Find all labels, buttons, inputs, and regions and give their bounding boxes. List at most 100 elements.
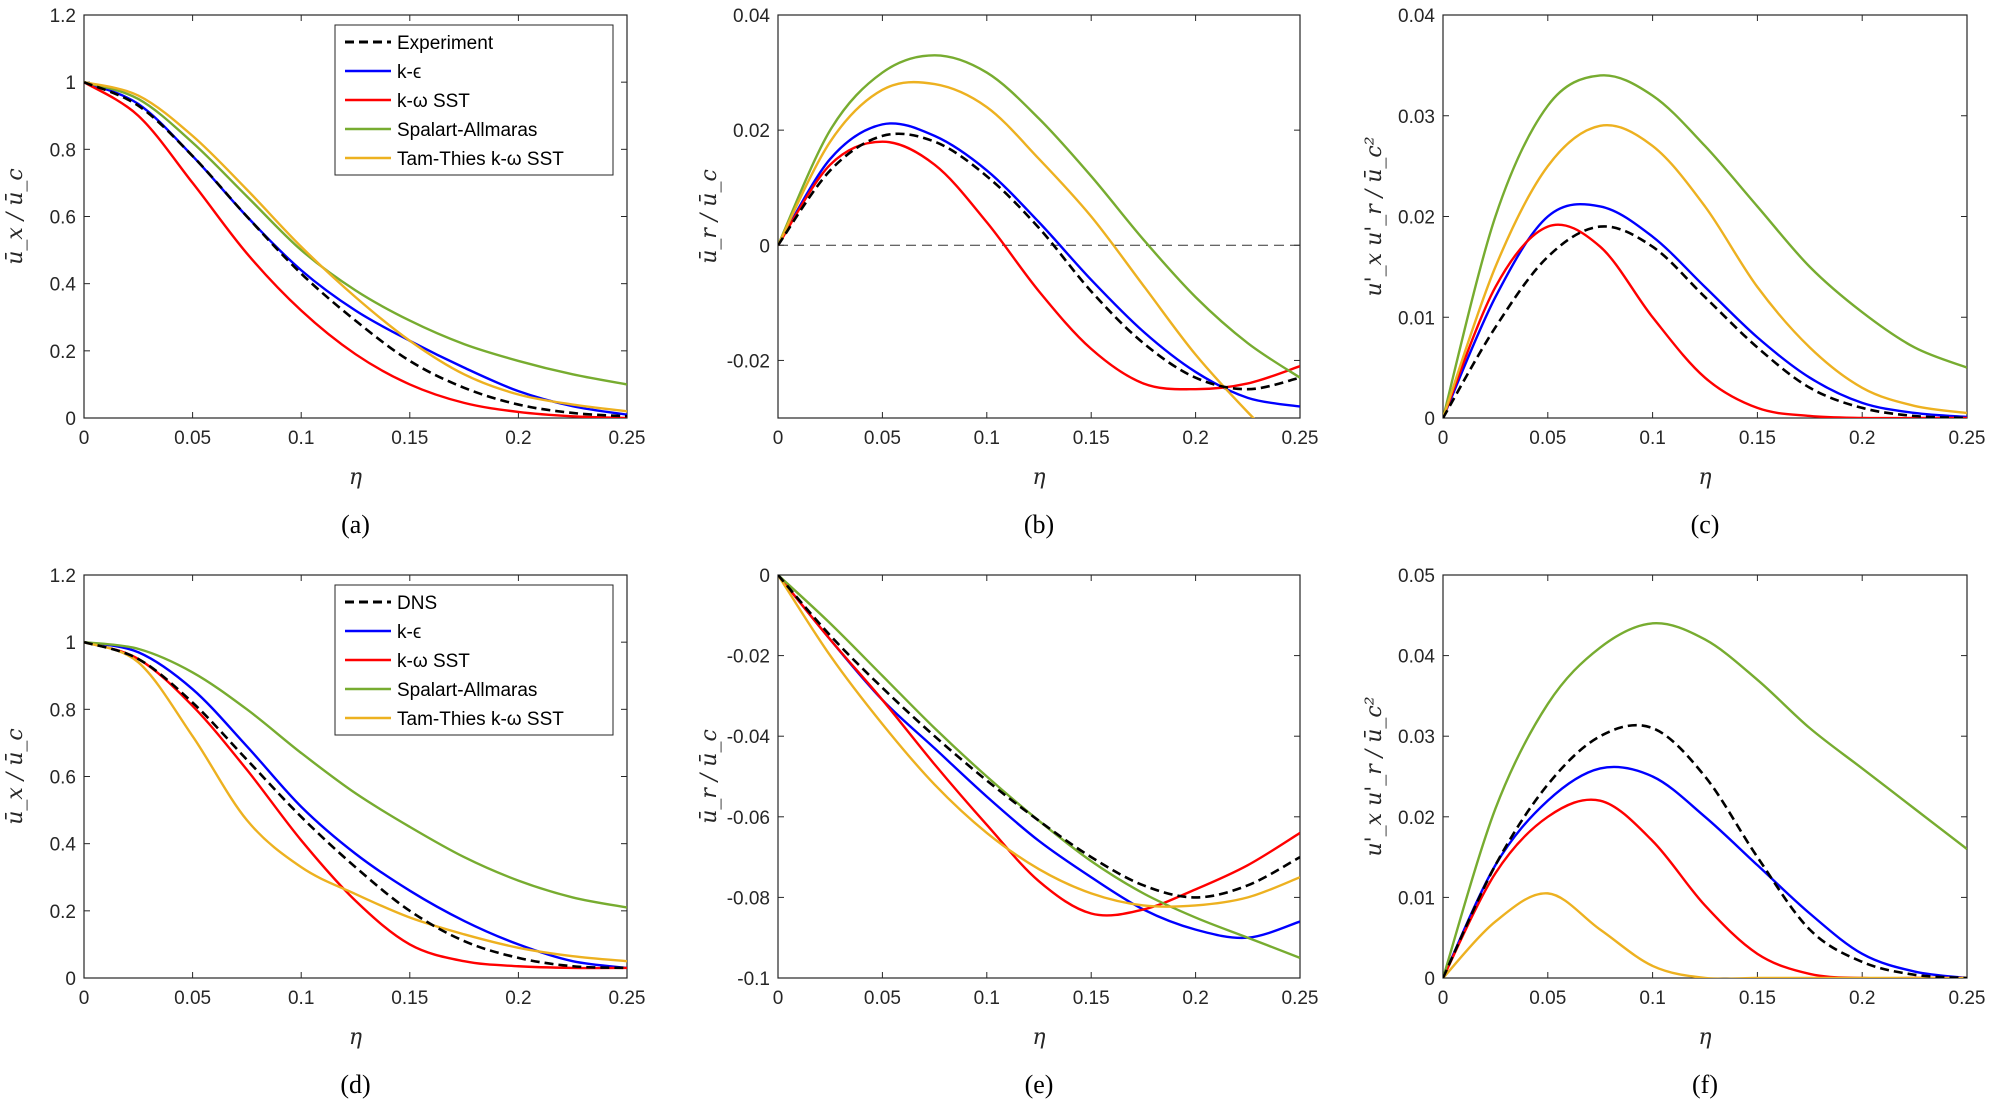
y-tick-label: 0 — [65, 969, 76, 990]
y-tick-label: 0.8 — [50, 140, 76, 161]
y-tick-label: -0.02 — [727, 351, 770, 372]
x-tick-label: 0.15 — [1073, 428, 1110, 449]
panel-caption: (b) — [1024, 510, 1054, 539]
legend-label-k: k-ϵ — [397, 622, 421, 643]
panel-caption: (a) — [341, 510, 370, 539]
x-tick-label: 0.25 — [1949, 428, 1986, 449]
plot-area — [778, 54, 1300, 418]
legend-label-k-sst: k-ω SST — [397, 91, 470, 112]
x-tick-label: 0.2 — [505, 988, 531, 1009]
series-line-tam-thies-k-sst — [84, 81, 627, 413]
series-line-k-sst — [84, 81, 627, 418]
panel-caption: (c) — [1691, 510, 1720, 539]
x-tick-label: 0.15 — [391, 428, 428, 449]
legend-label-experiment: Experiment — [397, 33, 494, 54]
x-tick-label: 0.05 — [174, 428, 211, 449]
series-line-tam-thies-k-sst — [1443, 123, 1967, 418]
axes-frame — [1442, 14, 1968, 419]
y-tick-label: 1.2 — [50, 6, 76, 27]
series-line-experiment — [84, 80, 627, 418]
x-tick-label: 0.1 — [1639, 428, 1665, 449]
x-tick-label: 0.25 — [1949, 988, 1986, 1009]
panel-caption: (e) — [1025, 1070, 1054, 1099]
y-tick-label: 0.03 — [1398, 107, 1435, 128]
series-line-spalart-allmaras — [1443, 74, 1967, 418]
series-line-dns — [778, 575, 1300, 899]
plot-area — [778, 575, 1300, 959]
plot-area — [1443, 74, 1967, 418]
chart-panel-d: 0 0.05 0.1 0.15 0.2 0.25 0 0.2 0.4 0.6 0.8 1 1.2 η ū_x… — [3, 566, 645, 1099]
chart-panel-b: 0 0.05 0.1 0.15 0.2 0.25 -0.02 0 0.02 0.04 η ū_r / … — [697, 6, 1318, 539]
series-line-k-sst — [778, 575, 1300, 917]
y-tick-label: 0 — [1424, 969, 1435, 990]
y-tick-label: 0 — [759, 236, 770, 257]
chart-panel-e: 0 0.05 0.1 0.15 0.2 0.25 -0.1 -0.08 -0.06 -0.04 -0… — [697, 566, 1318, 1099]
series-line-k-sst — [1443, 798, 1967, 978]
y-axis-label: ū_x / ū_c — [3, 168, 28, 264]
legend-label-tam-thies-k-sst: Tam-Thies k-ω SST — [397, 149, 564, 170]
y-axis-label: u'_x u'_r / ū_c² — [1362, 136, 1387, 296]
series-line-spalart-allmaras — [84, 81, 627, 386]
y-tick-label: -0.1 — [737, 969, 770, 990]
y-tick-label: 0.01 — [1398, 308, 1435, 329]
x-axis-label: η — [349, 1025, 362, 1050]
x-tick-label: 0.25 — [1282, 428, 1319, 449]
legend-label-dns: DNS — [397, 593, 437, 614]
axes-frame — [777, 14, 1301, 419]
x-tick-label: 0.05 — [1529, 428, 1566, 449]
legend: Experiment k-ϵ k-ω SST Spalart-Allmaras Tam-… — [334, 24, 614, 176]
series-line-tam-thies-k-sst — [1443, 892, 1967, 978]
legend-label-k: k-ϵ — [397, 62, 421, 83]
x-axis-label: η — [349, 465, 362, 490]
y-tick-label: 0.6 — [50, 208, 76, 229]
x-tick-label: 0.1 — [974, 988, 1000, 1009]
series-line-k-sst — [778, 140, 1300, 391]
series-line-k — [84, 81, 627, 416]
x-tick-label: 0.2 — [505, 428, 531, 449]
y-tick-label: 1 — [65, 633, 76, 654]
series-line-experiment — [778, 132, 1300, 391]
series-line-k — [1443, 765, 1967, 978]
x-tick-label: 0.1 — [974, 428, 1000, 449]
x-tick-label: 0 — [773, 428, 784, 449]
series-line-k — [778, 575, 1300, 940]
y-tick-label: -0.02 — [727, 647, 770, 668]
x-tick-label: 0.2 — [1849, 428, 1875, 449]
series-line-tam-thies-k-sst — [778, 575, 1300, 908]
y-tick-label: 0.2 — [50, 342, 76, 363]
x-tick-label: 0.15 — [1073, 988, 1110, 1009]
y-tick-label: 0.4 — [50, 275, 77, 296]
x-tick-label: 0.05 — [864, 428, 901, 449]
series-line-tam-thies-k-sst — [778, 80, 1256, 418]
y-tick-label: 0.6 — [50, 768, 76, 789]
x-tick-label: 0.1 — [288, 428, 314, 449]
x-tick-label: 0.05 — [864, 988, 901, 1009]
x-tick-label: 0.15 — [1739, 988, 1776, 1009]
x-tick-label: 0 — [1438, 428, 1449, 449]
x-axis-label: η — [1698, 465, 1711, 490]
x-tick-label: 0.25 — [609, 428, 646, 449]
y-axis-label: ū_x / ū_c — [3, 728, 28, 824]
x-tick-label: 0.05 — [174, 988, 211, 1009]
y-axis-label: ū_r / ū_c — [697, 729, 722, 824]
x-tick-label: 0.2 — [1849, 988, 1875, 1009]
y-tick-label: -0.08 — [727, 888, 770, 909]
chart-panel-f: 0 0.05 0.1 0.15 0.2 0.25 0 0.01 0.02 0.03 0.04 0.05… — [1362, 566, 1985, 1099]
x-tick-label: 0 — [1438, 988, 1449, 1009]
y-tick-label: 0.01 — [1398, 888, 1435, 909]
series-line-k-sst — [1443, 223, 1967, 418]
y-tick-label: -0.06 — [727, 808, 770, 829]
x-axis-label: η — [1698, 1025, 1711, 1050]
axes-frame — [1442, 574, 1968, 979]
y-axis-label: ū_r / ū_c — [697, 169, 722, 264]
series-line-experiment — [1443, 225, 1967, 418]
y-tick-label: 1 — [65, 73, 76, 94]
y-tick-label: 0.04 — [1398, 647, 1435, 668]
y-tick-label: 0 — [759, 566, 770, 587]
legend-label-spalart-allmaras: Spalart-Allmaras — [397, 120, 537, 141]
x-tick-label: 0.1 — [288, 988, 314, 1009]
series-line-k — [778, 122, 1300, 408]
x-tick-label: 0 — [79, 428, 90, 449]
y-tick-label: -0.04 — [727, 727, 771, 748]
